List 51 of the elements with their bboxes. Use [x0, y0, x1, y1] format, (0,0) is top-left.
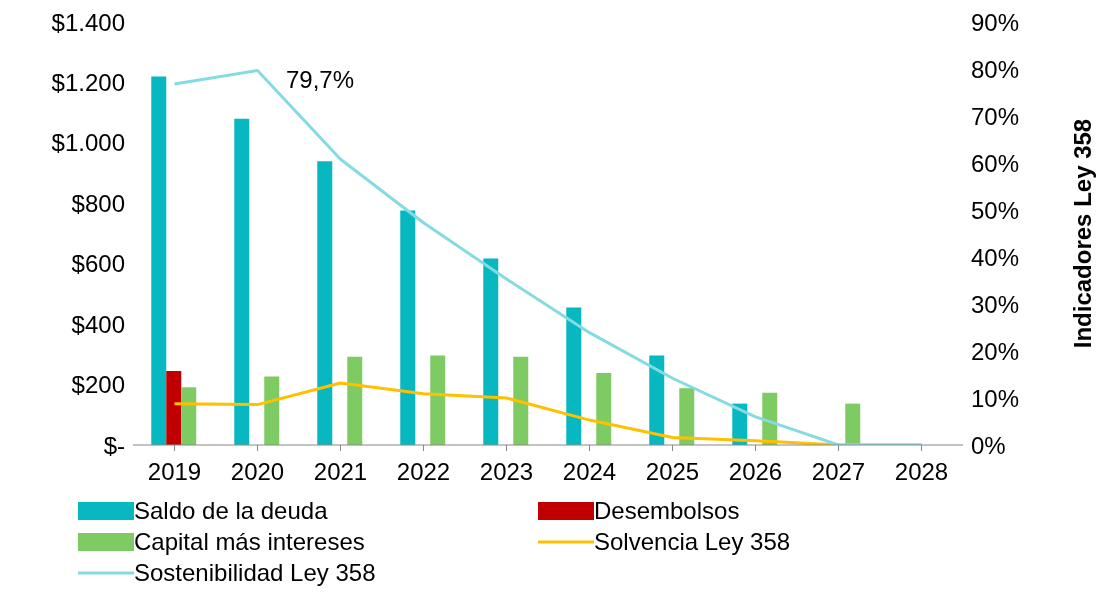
x-tick-label: 2019 [147, 458, 202, 486]
y2-tick-label: 40% [971, 243, 1020, 271]
bar [566, 307, 582, 445]
bar [234, 118, 250, 445]
legend-label: Capital más intereses [134, 527, 365, 556]
legend-label: Desembolsos [594, 496, 740, 525]
y-tick-label: $600 [71, 250, 125, 278]
bar [400, 210, 416, 445]
y2-tick-label: 50% [971, 196, 1020, 224]
bar [347, 356, 363, 445]
y-tick-label: $200 [71, 371, 125, 399]
bar [181, 387, 197, 445]
y2-tick-label: 0% [971, 431, 1006, 459]
y-tick-label: $400 [71, 310, 125, 338]
x-tick-label: 2025 [645, 458, 700, 486]
x-tick-label: 2020 [230, 458, 285, 486]
x-tick-label: 2024 [562, 458, 617, 486]
y2-tick-label: 70% [971, 102, 1020, 130]
legend-label: Solvencia Ley 358 [594, 527, 791, 556]
y2-tick-label: 90% [971, 8, 1020, 36]
y-tick-label: $- [103, 431, 125, 459]
y2-tick-label: 30% [971, 290, 1020, 318]
bar [513, 356, 529, 445]
bar [151, 76, 167, 445]
bar [317, 161, 333, 445]
legend-label: Saldo de la deuda [134, 496, 328, 525]
x-tick-label: 2022 [396, 458, 451, 486]
bar [483, 258, 499, 445]
bar [845, 403, 861, 445]
y2-tick-label: 20% [971, 337, 1020, 365]
x-tick-label: 2021 [313, 458, 368, 486]
bar [596, 373, 612, 445]
y2-tick-label: 60% [971, 149, 1020, 177]
y2-tick-label: 80% [971, 55, 1020, 83]
x-tick-label: 2026 [728, 458, 783, 486]
x-tick-label: 2023 [479, 458, 534, 486]
x-tick-label: 2027 [811, 458, 866, 486]
bar [166, 370, 182, 445]
y2-axis-title: Indicadores Ley 358 [1068, 118, 1096, 349]
y-tick-label: $1.000 [51, 129, 125, 157]
bar [264, 376, 280, 445]
y-tick-label: $1.200 [51, 68, 125, 96]
bar [679, 388, 695, 445]
y-tick-label: $1.400 [51, 8, 125, 36]
x-tick-label: 2028 [894, 458, 949, 486]
annotation: 79,7% [286, 66, 355, 94]
legend-label: Sostenibilidad Ley 358 [134, 558, 376, 587]
y-tick-label: $800 [71, 189, 125, 217]
bar [649, 355, 665, 445]
y2-tick-label: 10% [971, 384, 1020, 412]
bar [430, 355, 446, 445]
